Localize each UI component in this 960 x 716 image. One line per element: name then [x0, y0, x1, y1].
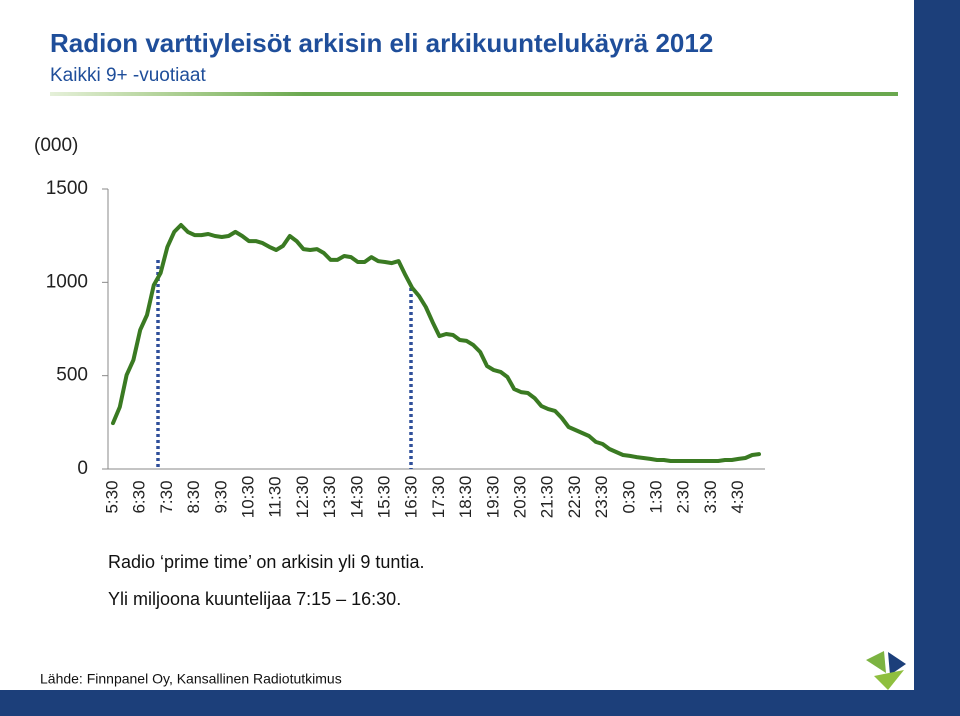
x-tick-label: 0:30 [619, 480, 638, 513]
x-tick-label: 6:30 [130, 480, 149, 513]
x-tick-label: 3:30 [701, 480, 720, 513]
y-tick-label: 1500 [46, 178, 88, 199]
x-tick-label: 14:30 [347, 476, 366, 519]
x-tick-label: 17:30 [429, 476, 448, 519]
side-bar [914, 0, 960, 690]
y-tick-label: 1000 [46, 271, 88, 292]
x-tick-label: 15:30 [374, 476, 393, 519]
chart-subtitle: Kaikki 9+ -vuotiaat [50, 65, 206, 86]
x-tick-label: 4:30 [728, 480, 747, 513]
source: Lähde: Finnpanel Oy, Kansallinen Radiotu… [40, 671, 342, 687]
x-tick-label: 10:30 [238, 476, 257, 519]
x-tick-label: 21:30 [538, 476, 557, 519]
annotation: Yli miljoona kuuntelijaa 7:15 – 16:30. [108, 589, 401, 609]
x-tick-label: 11:30 [266, 476, 285, 517]
y-tick-label: 500 [56, 365, 88, 386]
data-line [111, 223, 761, 463]
x-tick-label: 22:30 [565, 476, 584, 519]
annotation: Radio ‘prime time’ on arkisin yli 9 tunt… [108, 552, 424, 572]
x-tick-label: 2:30 [674, 480, 693, 513]
x-tick-label: 20:30 [510, 476, 529, 519]
x-tick-label: 7:30 [157, 480, 176, 513]
bottom-bar [0, 690, 960, 716]
x-tick-label: 19:30 [483, 476, 502, 519]
y-tick-label: 0 [77, 458, 88, 479]
x-tick-label: 16:30 [402, 476, 421, 519]
title-rule [50, 92, 898, 96]
x-tick-label: 23:30 [592, 476, 611, 519]
y-axis-label: (000) [34, 135, 78, 156]
x-tick-label: 8:30 [184, 480, 203, 513]
chart-title: Radion varttiyleisöt arkisin eli arkikuu… [50, 28, 713, 58]
x-tick-label: 18:30 [456, 476, 475, 519]
x-tick-label: 1:30 [646, 480, 665, 513]
x-tick-label: 5:30 [102, 480, 121, 513]
x-tick-label: 12:30 [293, 476, 312, 519]
logo [866, 651, 906, 690]
x-tick-label: 13:30 [320, 476, 339, 519]
x-tick-label: 9:30 [211, 480, 230, 513]
